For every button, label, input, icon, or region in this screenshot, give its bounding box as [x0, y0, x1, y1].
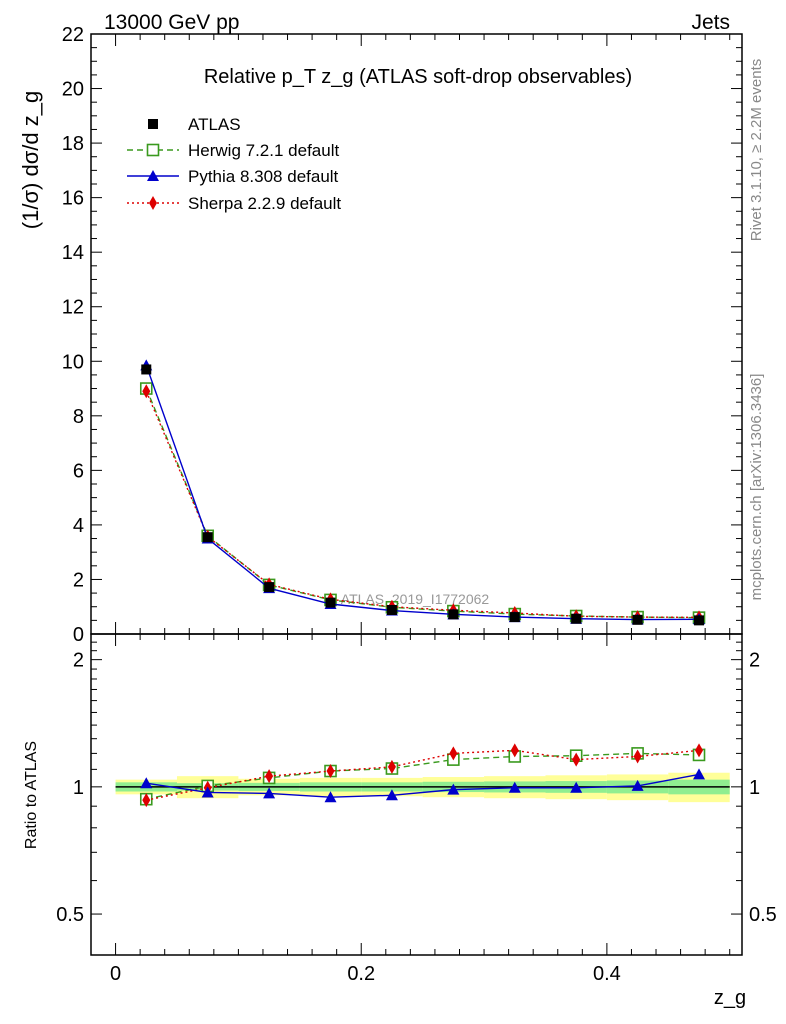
ratio-y-tick-label-right: 1 [749, 777, 760, 799]
main-y-tick-label: 4 [73, 515, 84, 537]
ratio-point-pythia [140, 777, 153, 789]
legend-label: Sherpa 2.2.9 default [188, 194, 341, 213]
main-y-tick-label: 10 [62, 351, 84, 373]
main-point-atlas [325, 597, 336, 608]
ratio-point-sherpa [449, 746, 458, 761]
main-y-tick-label: 18 [62, 133, 84, 155]
main-y-tick-label: 6 [73, 460, 84, 482]
ratio-plot-frame [90, 633, 743, 956]
main-ylabel: (1/σ) dσ/d z_g [18, 91, 43, 229]
main-point-atlas [632, 614, 643, 625]
main-point-atlas [571, 613, 582, 624]
ratio-y-tick-label: 2 [73, 650, 84, 672]
main-y-tick-label: 0 [73, 624, 84, 646]
process-label: Jets [691, 11, 730, 34]
ratio-point-pythia [631, 779, 644, 791]
ratio-point-sherpa [265, 769, 274, 784]
legend-label: Pythia 8.308 default [188, 167, 339, 186]
watermark: ATLAS_2019_I1772062 [341, 591, 490, 607]
main-point-atlas [264, 582, 275, 593]
ratio-point-sherpa [387, 759, 396, 774]
main-y-tick-label: 16 [62, 188, 84, 210]
main-line-herwig [145, 388, 700, 619]
rivet-label: Rivet 3.1.10, ≥ 2.2M events [748, 59, 765, 242]
legend-label: ATLAS [188, 115, 241, 134]
x-tick-label: 0 [110, 963, 121, 985]
x-axis-label: z_g [714, 987, 746, 1009]
ratio-point-pythia [201, 786, 214, 798]
ratio-point-sherpa [633, 749, 642, 764]
legend-marker-pythia [147, 170, 159, 181]
mcplots-label: mcplots.cern.ch [arXiv:1306.3436] [748, 374, 765, 601]
ratio-ylabel: Ratio to ATLAS [23, 741, 40, 849]
ratio-point-pythia [324, 791, 337, 803]
main-line-sherpa [145, 391, 700, 619]
ratio-point-sherpa [695, 743, 704, 758]
ratio-line-sherpa [146, 749, 700, 801]
main-y-tick-label: 2 [73, 569, 84, 591]
main-point-sherpa [142, 384, 151, 399]
ratio-line-herwig [146, 752, 700, 800]
main-line-pythia [145, 365, 700, 621]
main-point-atlas [448, 609, 459, 620]
main-y-tick-label: 8 [73, 406, 84, 428]
main-y-tick-label: 20 [62, 79, 84, 101]
ratio-point-sherpa [326, 764, 335, 779]
main-point-atlas [386, 605, 397, 615]
ratio-point-pythia [385, 789, 398, 801]
ratio-point-sherpa [510, 743, 519, 758]
legend: ATLAS Herwig 7.2.1 default Pythia 8.308 de… [127, 115, 341, 213]
main-point-atlas [202, 532, 213, 543]
ratio-y-tick-label: 1 [73, 777, 84, 799]
ratio-point-sherpa [572, 752, 581, 767]
legend-marker-atlas [148, 119, 158, 129]
data-series [139, 359, 706, 808]
ratio-point-pythia [693, 768, 706, 780]
ratio-point-pythia [508, 781, 521, 793]
ratio-y-tick-label: 0.5 [56, 904, 84, 926]
legend-marker-herwig [146, 143, 160, 157]
plot-title: Relative p_T z_g (ATLAS soft-drop observ… [204, 66, 632, 88]
ratio-line-pythia [146, 773, 700, 798]
ratio-y-tick-label-right: 0.5 [749, 904, 777, 926]
energy-label: 13000 GeV pp [104, 11, 239, 34]
main-y-tick-label: 14 [62, 242, 84, 264]
ratio-point-pythia [570, 781, 583, 793]
x-tick-label: 0.2 [347, 963, 375, 985]
ratio-point-pythia [263, 787, 276, 799]
x-tick-label: 0.4 [593, 963, 621, 985]
main-point-atlas [694, 615, 705, 626]
ratio-point-pythia [447, 783, 460, 795]
main-point-atlas [141, 364, 152, 375]
main-y-tick-label: 12 [62, 297, 84, 319]
main-y-tick-label: 22 [62, 24, 84, 46]
main-point-atlas [509, 612, 520, 623]
ratio-y-tick-label-right: 2 [749, 650, 760, 672]
legend-marker-sherpa [149, 196, 157, 210]
legend-label: Herwig 7.2.1 default [188, 141, 339, 160]
ratio-point-sherpa [142, 793, 151, 808]
